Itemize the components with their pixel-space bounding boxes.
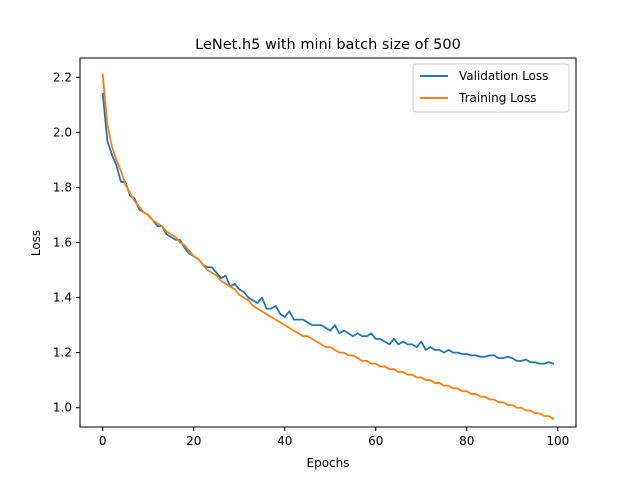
x-axis-label: Epochs xyxy=(307,456,350,470)
legend-label-validation: Validation Loss xyxy=(459,69,548,83)
series-layer xyxy=(101,73,555,420)
x-tick-label: 60 xyxy=(368,434,383,448)
y-tick-label: 2.0 xyxy=(53,125,72,139)
y-tick-label: 1.6 xyxy=(53,236,72,250)
legend: Validation Loss Training Loss xyxy=(412,63,570,113)
y-tick-label: 1.0 xyxy=(53,401,72,415)
x-axis-ticks: 0 20 40 60 80 100 xyxy=(99,427,569,448)
y-tick-label: 1.4 xyxy=(53,291,72,305)
chart-title: LeNet.h5 with mini batch size of 500 xyxy=(195,37,461,53)
series-line-training-loss xyxy=(101,73,555,420)
y-tick-label: 1.2 xyxy=(53,346,72,360)
x-tick-label: 80 xyxy=(459,434,474,448)
y-axis-label: Loss xyxy=(29,230,43,256)
y-axis-ticks: 1.0 1.2 1.4 1.6 1.8 2.0 2.2 xyxy=(53,70,80,415)
x-tick-label: 40 xyxy=(277,434,292,448)
x-tick-label: 20 xyxy=(186,434,201,448)
legend-label-training: Training Loss xyxy=(458,91,536,105)
legend-box xyxy=(412,63,570,113)
y-tick-label: 1.8 xyxy=(53,180,72,194)
y-tick-label: 2.2 xyxy=(53,70,72,84)
x-tick-label: 100 xyxy=(546,434,569,448)
x-tick-label: 0 xyxy=(99,434,107,448)
